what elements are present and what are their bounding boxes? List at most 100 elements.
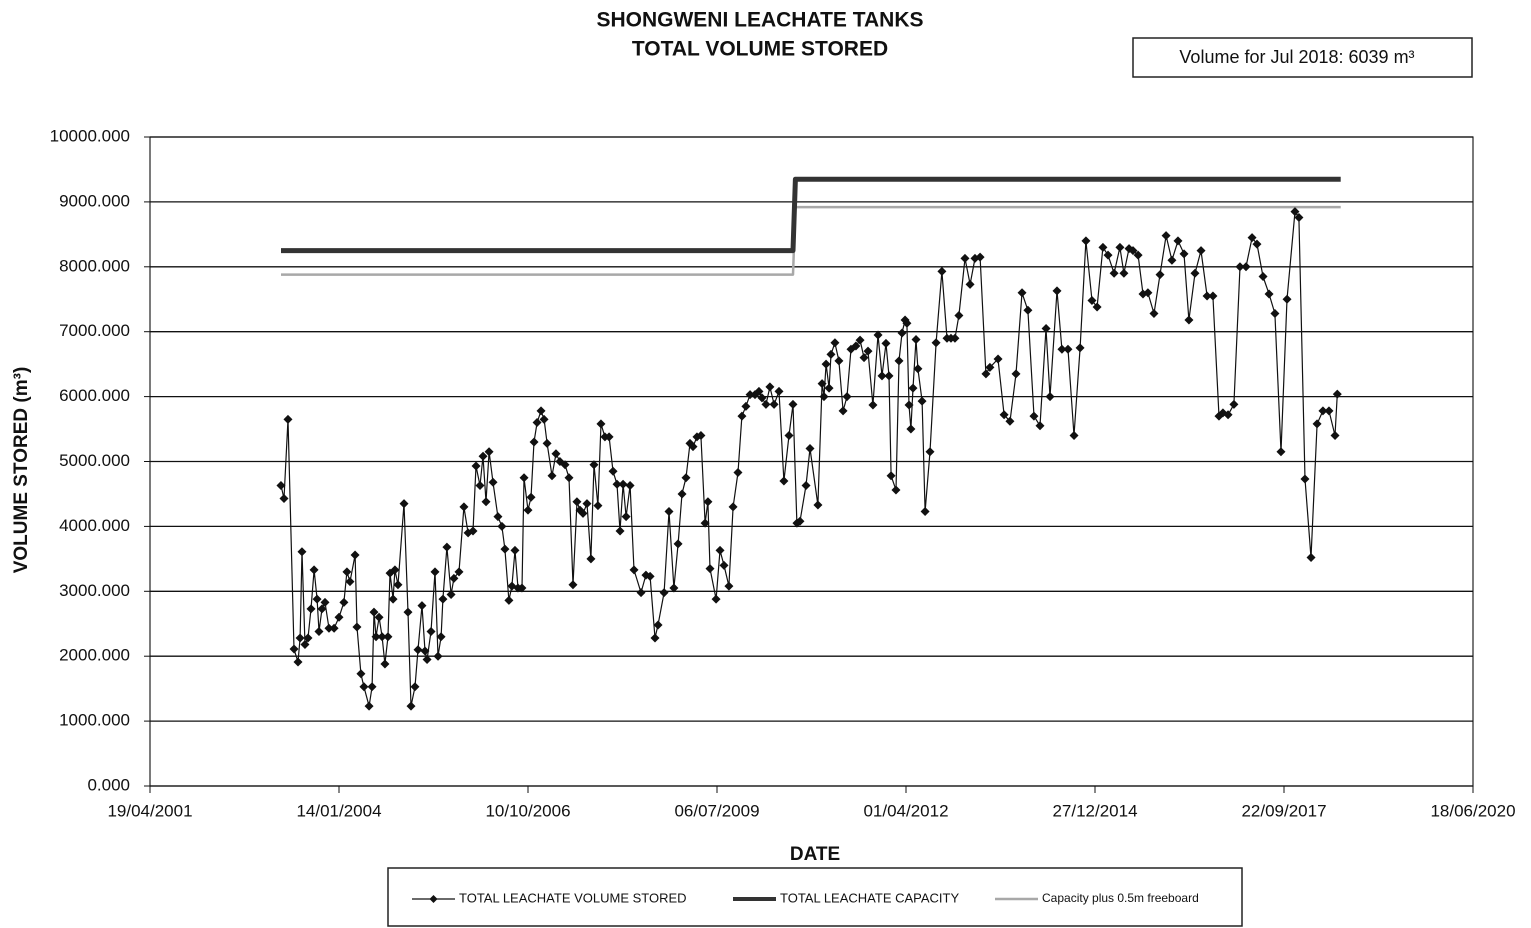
x-axis-title: DATE <box>790 844 840 865</box>
data-point <box>1161 231 1171 241</box>
data-point <box>560 460 570 470</box>
data-point <box>1149 309 1159 319</box>
x-tick-label: 18/06/2020 <box>1430 801 1515 820</box>
legend-label: Capacity plus 0.5m freeboard <box>1042 891 1199 905</box>
x-tick-label: 19/04/2001 <box>107 801 192 820</box>
data-point <box>388 594 398 604</box>
data-point <box>1063 344 1073 354</box>
data-point <box>410 682 420 692</box>
data-point <box>805 444 815 454</box>
series-line <box>280 211 1338 707</box>
data-point <box>283 414 293 424</box>
data-point <box>500 544 510 554</box>
data-point <box>497 521 507 531</box>
data-point <box>842 392 852 402</box>
data-point <box>475 481 485 491</box>
data-point <box>352 622 362 632</box>
data-point <box>442 542 452 552</box>
data-point <box>478 451 488 461</box>
data-point <box>1196 246 1206 256</box>
data-point <box>309 565 319 575</box>
legend-box <box>387 867 1243 927</box>
x-tick-label: 01/04/2012 <box>863 801 948 820</box>
data-point <box>1133 250 1143 260</box>
data-point <box>493 512 503 522</box>
data-point <box>406 701 416 711</box>
data-point <box>324 623 334 633</box>
data-point <box>1128 246 1138 256</box>
data-point <box>436 632 446 642</box>
data-point <box>484 447 494 457</box>
data-point <box>329 623 339 633</box>
data-point <box>1005 416 1015 426</box>
data-point <box>342 567 352 577</box>
data-point <box>920 506 930 516</box>
data-point <box>1173 236 1183 246</box>
data-point <box>1179 249 1189 259</box>
data-point <box>711 594 721 604</box>
data-point <box>745 390 755 400</box>
data-point <box>830 338 840 348</box>
data-point <box>886 471 896 481</box>
data-point <box>765 382 775 392</box>
data-point <box>542 438 552 448</box>
data-point <box>673 539 683 549</box>
data-point <box>618 479 628 489</box>
data-point <box>834 356 844 366</box>
y-tick-label: 9000.000 <box>59 191 130 210</box>
legend-label: TOTAL LEACHATE CAPACITY <box>780 890 959 905</box>
data-point <box>1312 419 1322 429</box>
data-point <box>769 399 779 409</box>
data-point <box>517 583 527 593</box>
data-point <box>339 597 349 607</box>
data-point <box>757 393 767 403</box>
data-point <box>981 369 991 379</box>
data-point <box>536 406 546 416</box>
data-point <box>504 595 514 605</box>
x-tick-label: 14/01/2004 <box>296 801 381 820</box>
data-point <box>380 659 390 669</box>
data-point <box>761 399 771 409</box>
data-point <box>863 346 873 356</box>
data-point <box>551 449 561 459</box>
data-point <box>1017 288 1027 298</box>
data-point <box>393 580 403 590</box>
data-point <box>621 512 631 522</box>
data-point <box>300 640 310 650</box>
data-point <box>705 564 715 574</box>
data-point <box>438 594 448 604</box>
legend-marker <box>429 895 438 903</box>
data-point <box>931 338 941 348</box>
data-point <box>868 400 878 410</box>
y-tick-label: 4000.000 <box>59 516 130 535</box>
data-point <box>317 604 327 614</box>
data-point <box>399 499 409 509</box>
data-point <box>523 505 533 515</box>
y-tick-label: 0.000 <box>87 775 130 794</box>
data-point <box>1011 369 1021 379</box>
data-point <box>1057 344 1067 354</box>
data-point <box>1052 286 1062 296</box>
y-axis-title: VOLUME STORED (m³) <box>11 367 32 574</box>
data-point <box>904 400 914 410</box>
data-point <box>488 477 498 487</box>
data-point <box>1247 233 1257 243</box>
data-point <box>985 362 995 372</box>
data-point <box>891 485 901 495</box>
data-point <box>653 620 663 630</box>
data-point <box>572 497 582 507</box>
data-point <box>615 526 625 536</box>
data-point <box>884 371 894 381</box>
data-point <box>289 644 299 654</box>
data-point <box>426 627 436 637</box>
data-point <box>975 252 985 262</box>
data-point <box>446 590 456 600</box>
annotation: Volume for Jul 2018: 6039 m³ <box>1179 47 1414 67</box>
data-point <box>568 580 578 590</box>
data-point <box>532 418 542 428</box>
data-point <box>1270 309 1280 319</box>
data-point <box>1202 291 1212 301</box>
data-point <box>1109 268 1119 278</box>
data-point <box>1324 406 1334 416</box>
data-point <box>1075 343 1085 353</box>
